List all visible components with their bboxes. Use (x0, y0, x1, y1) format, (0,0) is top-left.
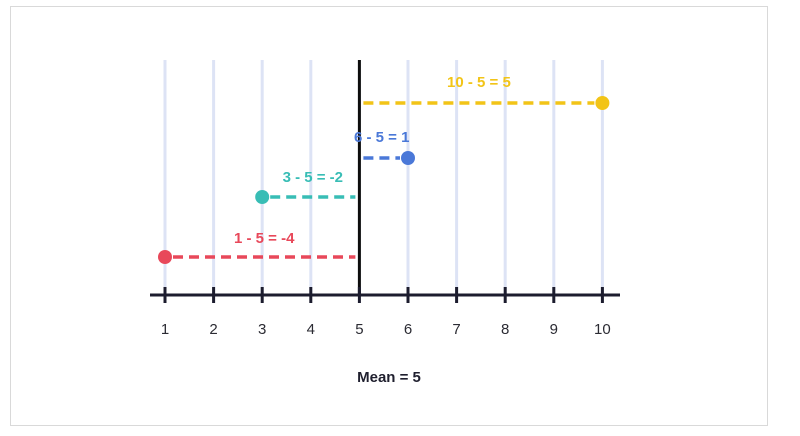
deviation-label-6: 6 - 5 = 1 (354, 129, 409, 146)
data-points (158, 96, 610, 264)
tick-label-3: 3 (258, 321, 266, 338)
deviation-labels: 1 - 5 = -4 3 - 5 = -2 6 - 5 = 1 10 - 5 = 5 (234, 74, 511, 247)
deviation-label-10: 10 - 5 = 5 (447, 74, 511, 91)
deviation-dashes (173, 101, 595, 259)
tick-label-8: 8 (501, 321, 509, 338)
data-point-6 (401, 151, 415, 165)
mean-caption: Mean = 5 (357, 369, 421, 386)
deviation-label-1: 1 - 5 = -4 (234, 230, 295, 247)
tick-label-4: 4 (307, 321, 315, 338)
tick-label-5: 5 (355, 321, 363, 338)
data-point-10 (595, 96, 610, 110)
tick-label-10: 10 (594, 321, 611, 338)
tick-label-9: 9 (550, 321, 558, 338)
gridlines (163, 60, 604, 295)
deviation-label-3: 3 - 5 = -2 (283, 169, 343, 186)
tick-label-6: 6 (404, 321, 412, 338)
diagram-frame (10, 6, 768, 426)
tick-label-2: 2 (209, 321, 217, 338)
data-point-3 (255, 190, 270, 204)
data-point-1 (158, 250, 172, 264)
tick-label-1: 1 (161, 321, 169, 338)
tick-label-7: 7 (452, 321, 460, 338)
number-line: 1 2 3 4 5 6 7 8 9 10 (150, 287, 620, 338)
